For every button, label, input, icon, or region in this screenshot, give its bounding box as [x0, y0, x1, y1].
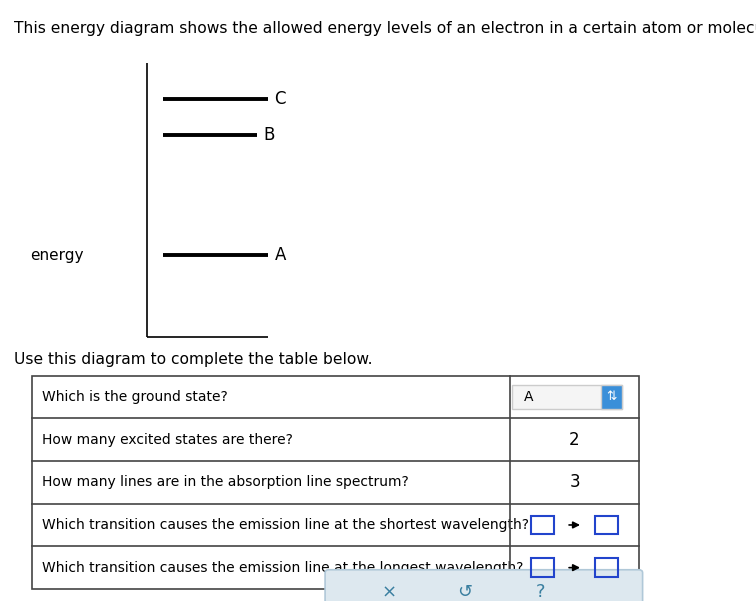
- Text: Which transition causes the emission line at the shortest wavelength?: Which transition causes the emission lin…: [42, 518, 528, 532]
- Text: ?: ?: [536, 584, 545, 601]
- Text: ⇅: ⇅: [606, 391, 616, 403]
- Text: C: C: [274, 90, 286, 108]
- Text: ↺: ↺: [457, 584, 472, 601]
- Bar: [600, 385, 621, 409]
- Bar: [595, 516, 618, 534]
- Text: energy: energy: [29, 248, 83, 263]
- Text: 2: 2: [569, 431, 580, 448]
- Text: How many excited states are there?: How many excited states are there?: [42, 433, 293, 447]
- FancyBboxPatch shape: [325, 570, 643, 601]
- Text: A: A: [523, 390, 533, 404]
- Text: Which transition causes the emission line at the longest wavelength?: Which transition causes the emission lin…: [42, 561, 523, 575]
- Bar: [531, 558, 554, 577]
- Bar: [595, 558, 618, 577]
- Text: This energy diagram shows the allowed energy levels of an electron in a certain : This energy diagram shows the allowed en…: [14, 21, 756, 36]
- Text: 3: 3: [569, 474, 580, 491]
- Text: Use this diagram to complete the table below.: Use this diagram to complete the table b…: [14, 352, 372, 367]
- Bar: [512, 385, 621, 409]
- Bar: [32, 376, 639, 589]
- Text: Which is the ground state?: Which is the ground state?: [42, 390, 228, 404]
- Bar: [531, 516, 554, 534]
- Text: B: B: [263, 126, 274, 144]
- Text: How many lines are in the absorption line spectrum?: How many lines are in the absorption lin…: [42, 475, 408, 489]
- Text: ×: ×: [382, 584, 397, 601]
- Text: A: A: [274, 246, 286, 264]
